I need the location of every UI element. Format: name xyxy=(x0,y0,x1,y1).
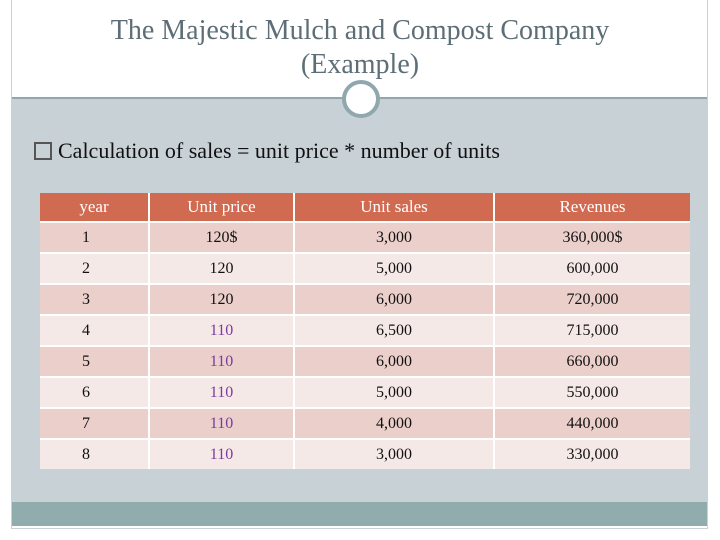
title-line-1: The Majestic Mulch and Compost Company xyxy=(110,15,610,46)
cell-unit-sales: 6,500 xyxy=(295,314,495,345)
cell-unit-price: 110 xyxy=(150,438,295,469)
slide-title: The Majestic Mulch and Compost Company (… xyxy=(0,14,720,82)
cell-year: 7 xyxy=(40,407,150,438)
table-row: 8 110 3,000 330,000 xyxy=(40,438,690,469)
table-row: 2 120 5,000 600,000 xyxy=(40,252,690,283)
header-unit-sales: Unit sales xyxy=(295,193,495,221)
cell-unit-price: 120 xyxy=(150,252,295,283)
title-line-2: (Example) xyxy=(300,49,420,80)
cell-unit-price: 110 xyxy=(150,314,295,345)
cell-unit-sales: 6,000 xyxy=(295,283,495,314)
cell-year: 6 xyxy=(40,376,150,407)
cell-year: 8 xyxy=(40,438,150,469)
cell-year: 5 xyxy=(40,345,150,376)
cell-revenue: 600,000 xyxy=(495,252,690,283)
table-row: 3 120 6,000 720,000 xyxy=(40,283,690,314)
cell-unit-price: 110 xyxy=(150,376,295,407)
cell-unit-sales: 5,000 xyxy=(295,376,495,407)
cell-unit-price: 110 xyxy=(150,407,295,438)
cell-unit-price: 120 xyxy=(150,283,295,314)
cell-revenue: 660,000 xyxy=(495,345,690,376)
cell-year: 4 xyxy=(40,314,150,345)
cell-revenue: 550,000 xyxy=(495,376,690,407)
table-header-row: year Unit price Unit sales Revenues xyxy=(40,193,690,221)
bullet-item: Calculation of sales = unit price * numb… xyxy=(34,138,500,164)
cell-unit-price: 120$ xyxy=(150,221,295,252)
cell-year: 2 xyxy=(40,252,150,283)
cell-unit-sales: 4,000 xyxy=(295,407,495,438)
cell-revenue: 360,000$ xyxy=(495,221,690,252)
header-unit-price: Unit price xyxy=(150,193,295,221)
table-row: 1 120$ 3,000 360,000$ xyxy=(40,221,690,252)
cell-unit-sales: 3,000 xyxy=(295,221,495,252)
sales-table: year Unit price Unit sales Revenues 1 120… xyxy=(40,193,690,469)
cell-unit-sales: 3,000 xyxy=(295,438,495,469)
cell-revenue: 715,000 xyxy=(495,314,690,345)
footer-band xyxy=(12,502,707,526)
divider-ring-icon xyxy=(342,80,380,118)
cell-revenue: 330,000 xyxy=(495,438,690,469)
cell-unit-sales: 6,000 xyxy=(295,345,495,376)
table-row: 6 110 5,000 550,000 xyxy=(40,376,690,407)
cell-revenue: 440,000 xyxy=(495,407,690,438)
cell-year: 1 xyxy=(40,221,150,252)
cell-revenue: 720,000 xyxy=(495,283,690,314)
table-row: 5 110 6,000 660,000 xyxy=(40,345,690,376)
bullet-box-icon xyxy=(34,142,52,160)
table-row: 7 110 4,000 440,000 xyxy=(40,407,690,438)
bullet-text: Calculation of sales = unit price * numb… xyxy=(58,138,500,163)
cell-unit-sales: 5,000 xyxy=(295,252,495,283)
header-year: year xyxy=(40,193,150,221)
header-revenues: Revenues xyxy=(495,193,690,221)
cell-unit-price: 110 xyxy=(150,345,295,376)
table-row: 4 110 6,500 715,000 xyxy=(40,314,690,345)
cell-year: 3 xyxy=(40,283,150,314)
